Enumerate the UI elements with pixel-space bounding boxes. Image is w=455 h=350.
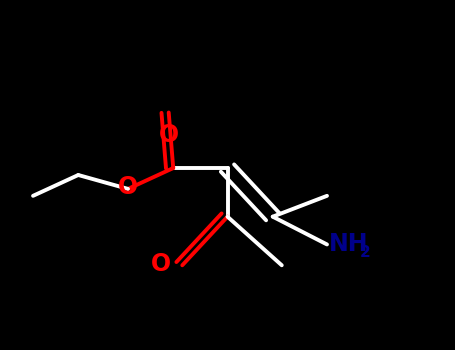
Text: O: O (151, 252, 171, 275)
Text: O: O (159, 123, 179, 147)
Text: O: O (118, 175, 138, 199)
Text: NH: NH (329, 232, 369, 257)
Text: 2: 2 (359, 245, 370, 260)
